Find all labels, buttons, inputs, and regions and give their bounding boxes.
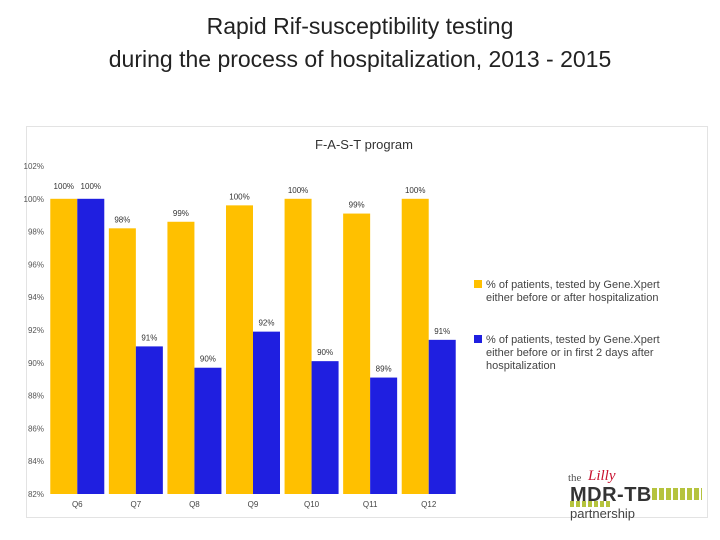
bar-series-2: [311, 361, 339, 494]
slide-title-line-1: Rapid Rif-susceptibility testing: [206, 13, 514, 39]
data-label-series-2: 90%: [317, 348, 333, 357]
y-tick-label: 86%: [28, 424, 44, 433]
bar-series-1: [108, 228, 136, 494]
y-tick-label: 102%: [24, 162, 44, 171]
legend-label-series-1: either before or after hospitalization: [486, 292, 658, 304]
legend-label-series-2: % of patients, tested by Gene.Xpert: [486, 334, 660, 346]
legend-swatch-series-2: [474, 335, 482, 343]
data-label-series-2: 100%: [81, 182, 101, 191]
y-tick-label: 96%: [28, 260, 44, 269]
bar-series-2: [428, 339, 456, 494]
bar-series-1: [167, 221, 195, 494]
mdr-tb-partnership-logo: the Lilly MDR-TB partnership: [568, 468, 706, 524]
bar-series-1: [226, 205, 253, 495]
logo-text-partnership: partnership: [570, 506, 636, 521]
bar-series-1: [343, 213, 371, 494]
bar-series-2: [194, 367, 222, 494]
x-tick-label: Q12: [421, 500, 437, 509]
chart-title: F-A-S-T program: [315, 137, 413, 152]
bar-series-1: [284, 198, 312, 495]
data-label-series-2: 89%: [376, 365, 392, 374]
y-tick-label: 88%: [28, 392, 44, 401]
bar-series-2: [253, 331, 280, 494]
x-tick-label: Q11: [363, 500, 378, 509]
data-label-series-1: 99%: [173, 209, 189, 218]
y-tick-label: 90%: [28, 359, 44, 368]
data-label-series-2: 92%: [258, 319, 274, 328]
bar-series-2: [77, 198, 105, 495]
y-tick-label: 94%: [28, 293, 44, 302]
x-tick-label: Q8: [189, 500, 200, 509]
bar-series-1: [50, 198, 78, 495]
slide-title-line-2: during the process of hospitalization, 2…: [108, 46, 612, 72]
legend-label-series-2: hospitalization: [486, 360, 556, 372]
logo-text-lilly: Lilly: [588, 468, 616, 484]
data-label-series-1: 100%: [229, 192, 249, 201]
y-tick-label: 98%: [28, 228, 44, 237]
bar-series-1: [401, 198, 429, 495]
x-tick-label: Q7: [131, 500, 142, 509]
x-tick-label: Q10: [304, 500, 320, 509]
y-tick-label: 100%: [24, 195, 44, 204]
logo-stripes-top: [652, 488, 702, 500]
y-tick-label: 82%: [28, 490, 44, 499]
data-label-series-2: 91%: [141, 333, 157, 342]
data-label-series-1: 100%: [54, 182, 74, 191]
data-label-series-1: 100%: [405, 186, 425, 195]
data-label-series-1: 100%: [288, 186, 308, 195]
data-label-series-1: 99%: [349, 201, 365, 210]
y-tick-label: 84%: [28, 457, 44, 466]
data-label-series-2: 90%: [200, 355, 216, 364]
data-label-series-2: 91%: [434, 327, 450, 336]
logo-stripes-bottom: [570, 501, 612, 507]
y-tick-label: 92%: [28, 326, 44, 335]
bar-series-2: [370, 377, 398, 494]
legend-label-series-1: % of patients, tested by Gene.Xpert: [486, 279, 660, 291]
data-label-series-1: 98%: [114, 215, 130, 224]
x-tick-label: Q6: [72, 500, 83, 509]
logo-text-the: the: [568, 472, 582, 484]
x-tick-label: Q9: [248, 500, 259, 509]
logo-text-main: MDR-TB: [570, 484, 652, 506]
bar-series-2: [135, 346, 163, 494]
legend-label-series-2: either before or in first 2 days after: [486, 347, 654, 359]
legend-swatch-series-1: [474, 280, 482, 288]
slide-title: Rapid Rif-susceptibility testing during …: [0, 10, 720, 76]
